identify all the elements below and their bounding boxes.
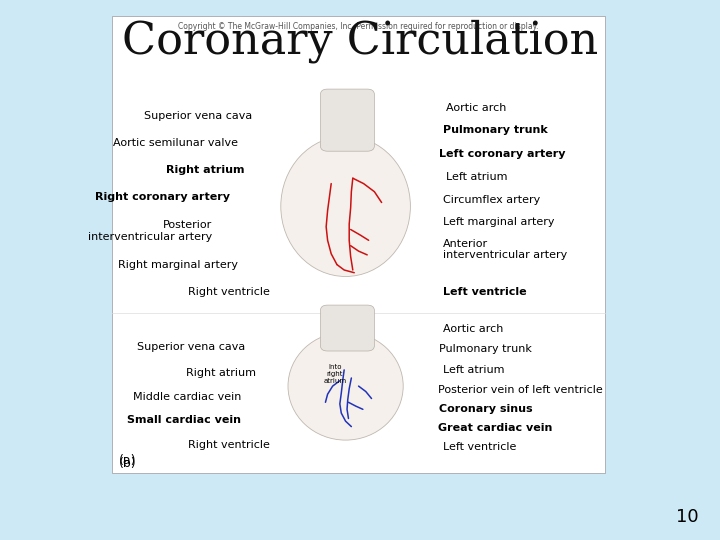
Text: 10: 10 bbox=[676, 509, 698, 526]
Text: Small cardiac vein: Small cardiac vein bbox=[127, 415, 241, 425]
Text: Into
right
atrium: Into right atrium bbox=[323, 363, 346, 384]
Ellipse shape bbox=[288, 332, 403, 440]
Text: Left atrium: Left atrium bbox=[443, 365, 504, 375]
Text: Posterior
interventricular artery: Posterior interventricular artery bbox=[88, 220, 212, 242]
Text: Right marginal artery: Right marginal artery bbox=[117, 260, 238, 269]
Text: Aortic semilunar valve: Aortic semilunar valve bbox=[112, 138, 238, 148]
Text: Superior vena cava: Superior vena cava bbox=[137, 342, 245, 352]
Text: Copyright © The McGraw-Hill Companies, Inc. Permission required for reproduction: Copyright © The McGraw-Hill Companies, I… bbox=[178, 22, 539, 31]
Text: Pulmonary trunk: Pulmonary trunk bbox=[443, 125, 547, 134]
Text: Great cardiac vein: Great cardiac vein bbox=[438, 423, 552, 433]
Text: Left coronary artery: Left coronary artery bbox=[439, 149, 566, 159]
Text: Right atrium: Right atrium bbox=[186, 368, 256, 377]
Text: (b): (b) bbox=[119, 457, 136, 470]
Text: Right ventricle: Right ventricle bbox=[188, 287, 270, 296]
Text: Middle cardiac vein: Middle cardiac vein bbox=[132, 392, 241, 402]
Text: Aortic arch: Aortic arch bbox=[443, 325, 503, 334]
Text: Coronary Circulation: Coronary Circulation bbox=[122, 19, 598, 63]
Text: Left ventricle: Left ventricle bbox=[443, 287, 526, 296]
Text: Circumflex artery: Circumflex artery bbox=[443, 195, 540, 205]
Text: Left marginal artery: Left marginal artery bbox=[443, 218, 554, 227]
Text: Superior vena cava: Superior vena cava bbox=[144, 111, 252, 121]
Text: Coronary sinus: Coronary sinus bbox=[439, 404, 533, 414]
Text: Right coronary artery: Right coronary artery bbox=[95, 192, 230, 202]
FancyBboxPatch shape bbox=[320, 305, 374, 351]
Text: Aortic arch: Aortic arch bbox=[446, 103, 507, 113]
Text: Right atrium: Right atrium bbox=[166, 165, 245, 175]
Text: Left ventricle: Left ventricle bbox=[443, 442, 516, 452]
Text: Right ventricle: Right ventricle bbox=[188, 441, 270, 450]
FancyBboxPatch shape bbox=[320, 89, 374, 151]
Text: (a): (a) bbox=[119, 454, 136, 467]
Text: Anterior
interventricular artery: Anterior interventricular artery bbox=[443, 239, 567, 260]
Text: Left atrium: Left atrium bbox=[446, 172, 508, 182]
Ellipse shape bbox=[281, 136, 410, 276]
Text: Posterior vein of left ventricle: Posterior vein of left ventricle bbox=[438, 385, 603, 395]
Text: Pulmonary trunk: Pulmonary trunk bbox=[439, 345, 532, 354]
Bar bbox=[112, 16, 605, 472]
